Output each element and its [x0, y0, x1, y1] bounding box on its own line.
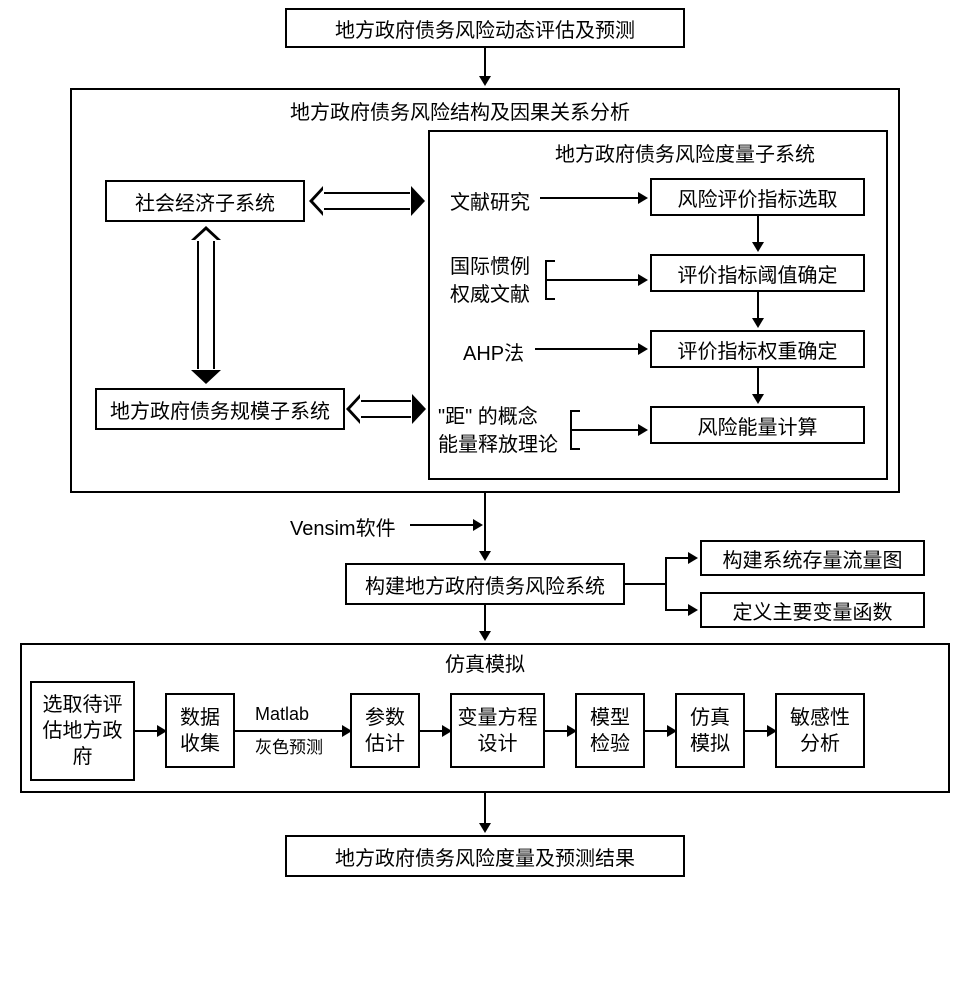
dbl-arrow-top: [323, 192, 411, 210]
struct-down: [484, 493, 486, 553]
sim-arr3: [420, 730, 450, 732]
s34-head: [752, 394, 764, 404]
arrow-title-down-head: [479, 76, 491, 86]
sim-p2-text: 数据 收集: [180, 705, 220, 757]
s23-head: [752, 318, 764, 328]
sim-arr2: Matlab 灰色预测: [235, 730, 350, 732]
vensim-head: [473, 519, 483, 531]
socio-box: 社会经济子系统: [105, 180, 305, 222]
m4-head: [638, 424, 648, 436]
sim-pipeline: 选取待评估地方政府 数据 收集 Matlab 灰色预测 参数 估计 变量方程设计…: [30, 678, 940, 783]
branch-t-head: [688, 552, 698, 564]
scale-text: 地方政府债务规模子系统: [110, 395, 330, 424]
sim-p1-text: 选取待评估地方政府: [36, 692, 129, 770]
step3-text: 评价指标权重确定: [678, 335, 838, 364]
s12-line: [757, 216, 759, 244]
m4-line: [570, 429, 640, 431]
m1-head: [638, 192, 648, 204]
sim-down-head: [479, 823, 491, 833]
sim-p5-text: 模型 检验: [590, 705, 630, 757]
dbl-arrow-left-vert: [197, 240, 215, 370]
vensim-label: Vensim软件: [290, 512, 396, 541]
socio-text: 社会经济子系统: [135, 187, 275, 216]
build-down-head: [479, 631, 491, 641]
sim-p1: 选取待评估地方政府: [30, 681, 135, 781]
sim-p3: 参数 估计: [350, 693, 420, 768]
sim-p7-text: 敏感性分析: [781, 705, 859, 757]
step1: 风险评价指标选取: [650, 178, 865, 216]
method2b: 权威文献: [450, 278, 530, 307]
arrow-title-down: [484, 48, 486, 78]
method4b: 能量释放理论: [438, 428, 558, 457]
branch2-box: 定义主要变量函数: [700, 592, 925, 628]
s12-head: [752, 242, 764, 252]
sim-p5: 模型 检验: [575, 693, 645, 768]
branch-h: [625, 583, 665, 585]
struct-down-head: [479, 551, 491, 561]
step1-text: 风险评价指标选取: [678, 183, 838, 212]
method4a: "距" 的概念: [438, 400, 538, 429]
build-system-box: 构建地方政府债务风险系统: [345, 563, 625, 605]
m3-head: [638, 343, 648, 355]
method3: AHP法: [463, 337, 524, 366]
dbl-arrow-bottom: [360, 400, 412, 418]
s23-line: [757, 292, 759, 320]
branch-b-head: [688, 604, 698, 616]
matlab-label: Matlab: [255, 704, 309, 725]
grey-label: 灰色预测: [255, 733, 323, 758]
sim-title: 仿真模拟: [445, 648, 525, 677]
m3-line: [535, 348, 640, 350]
structure-title: 地方政府债务风险结构及因果关系分析: [290, 96, 630, 125]
sim-p4: 变量方程设计: [450, 693, 545, 768]
sim-down: [484, 793, 486, 825]
sim-p4-text: 变量方程设计: [456, 705, 539, 757]
result-box: 地方政府债务风险度量及预测结果: [285, 835, 685, 877]
m2-line: [545, 279, 640, 281]
m2-head: [638, 274, 648, 286]
branch-vert: [665, 557, 667, 611]
sim-arr4: [545, 730, 575, 732]
branch1-box: 构建系统存量流量图: [700, 540, 925, 576]
sim-p6-text: 仿真 模拟: [690, 705, 730, 757]
step2: 评价指标阈值确定: [650, 254, 865, 292]
step3: 评价指标权重确定: [650, 330, 865, 368]
branch1-text: 构建系统存量流量图: [723, 544, 903, 573]
scale-box: 地方政府债务规模子系统: [95, 388, 345, 430]
branch2-text: 定义主要变量函数: [733, 596, 893, 625]
m1-line: [540, 197, 640, 199]
sim-p2: 数据 收集: [165, 693, 235, 768]
step2-text: 评价指标阈值确定: [678, 259, 838, 288]
vensim-line: [410, 524, 475, 526]
title-text: 地方政府债务风险动态评估及预测: [335, 14, 635, 43]
sim-p6: 仿真 模拟: [675, 693, 745, 768]
step4-text: 风险能量计算: [698, 411, 818, 440]
sim-p7: 敏感性分析: [775, 693, 865, 768]
risk-subsystem-title: 地方政府债务风险度量子系统: [555, 138, 815, 167]
sim-arr1: [135, 730, 165, 732]
title-box: 地方政府债务风险动态评估及预测: [285, 8, 685, 48]
build-down: [484, 605, 486, 633]
sim-p3-text: 参数 估计: [365, 705, 405, 757]
step4: 风险能量计算: [650, 406, 865, 444]
sim-arr5: [645, 730, 675, 732]
method2a: 国际惯例: [450, 250, 530, 279]
sim-arr6: [745, 730, 775, 732]
build-system-text: 构建地方政府债务风险系统: [365, 570, 605, 599]
result-text: 地方政府债务风险度量及预测结果: [335, 842, 635, 871]
s34-line: [757, 368, 759, 396]
method1: 文献研究: [450, 186, 530, 215]
